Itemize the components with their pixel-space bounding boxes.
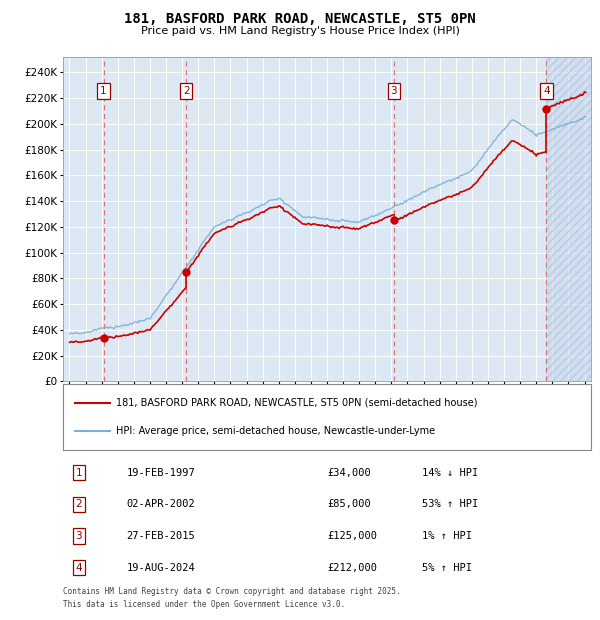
Text: Price paid vs. HM Land Registry's House Price Index (HPI): Price paid vs. HM Land Registry's House … — [140, 26, 460, 36]
Text: This data is licensed under the Open Government Licence v3.0.: This data is licensed under the Open Gov… — [63, 600, 345, 609]
Text: 4: 4 — [543, 86, 550, 96]
Text: 1: 1 — [100, 86, 107, 96]
Text: Contains HM Land Registry data © Crown copyright and database right 2025.: Contains HM Land Registry data © Crown c… — [63, 587, 401, 596]
Text: 181, BASFORD PARK ROAD, NEWCASTLE, ST5 0PN: 181, BASFORD PARK ROAD, NEWCASTLE, ST5 0… — [124, 12, 476, 27]
Text: 14% ↓ HPI: 14% ↓ HPI — [422, 467, 478, 478]
Bar — [547, 57, 591, 381]
Text: 3: 3 — [391, 86, 397, 96]
Text: 181, BASFORD PARK ROAD, NEWCASTLE, ST5 0PN (semi-detached house): 181, BASFORD PARK ROAD, NEWCASTLE, ST5 0… — [116, 397, 478, 407]
Text: 4: 4 — [76, 562, 82, 573]
Text: 5% ↑ HPI: 5% ↑ HPI — [422, 562, 472, 573]
Text: 1% ↑ HPI: 1% ↑ HPI — [422, 531, 472, 541]
Text: HPI: Average price, semi-detached house, Newcastle-under-Lyme: HPI: Average price, semi-detached house,… — [116, 427, 435, 436]
Text: £85,000: £85,000 — [327, 499, 371, 510]
Text: £212,000: £212,000 — [327, 562, 377, 573]
Text: 53% ↑ HPI: 53% ↑ HPI — [422, 499, 478, 510]
Text: 2: 2 — [76, 499, 82, 510]
Text: 2: 2 — [183, 86, 190, 96]
Text: £125,000: £125,000 — [327, 531, 377, 541]
Text: 27-FEB-2015: 27-FEB-2015 — [127, 531, 195, 541]
Text: 02-APR-2002: 02-APR-2002 — [127, 499, 195, 510]
Text: 19-FEB-1997: 19-FEB-1997 — [127, 467, 195, 478]
Text: 3: 3 — [76, 531, 82, 541]
Text: 19-AUG-2024: 19-AUG-2024 — [127, 562, 195, 573]
Text: 1: 1 — [76, 467, 82, 478]
Text: £34,000: £34,000 — [327, 467, 371, 478]
